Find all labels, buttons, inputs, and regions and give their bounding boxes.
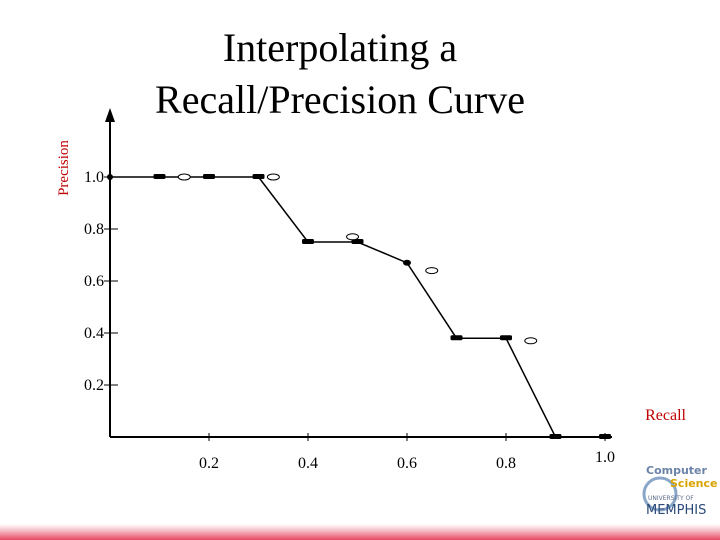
logo-text-memphis: MEMPHIS	[646, 503, 706, 518]
interpolated-point	[549, 434, 562, 439]
chart-title-line-2: Recall/Precision Curve	[155, 77, 525, 122]
chart-axes	[105, 108, 612, 438]
footer-gradient-bar	[0, 524, 720, 540]
original-point	[177, 173, 191, 181]
interpolated-point	[500, 335, 512, 341]
interpolated-point	[107, 174, 113, 180]
y-tick-label: 0.6	[84, 273, 104, 290]
interpolated-point	[153, 174, 166, 179]
logo-text-university: UNIVERSITY OF	[648, 495, 694, 502]
interpolated-point	[450, 335, 463, 341]
x-tick-label: 0.2	[199, 455, 219, 472]
chart-ticks: 0.2 0.4 0.6 0.8 1.0 0.2 0.4 0.6 0.8 1.0	[84, 169, 615, 472]
original-point	[346, 233, 360, 241]
interpolated-point	[203, 174, 215, 179]
y-tick-label: 0.4	[84, 325, 104, 342]
chart-title: Interpolating a Recall/Precision Curve	[90, 22, 590, 126]
y-tick-label: 1.0	[84, 169, 104, 186]
original-point	[425, 267, 439, 275]
interpolated-point	[403, 259, 411, 266]
original-point	[266, 173, 280, 181]
university-logo: Computer Science UNIVERSITY OF MEMPHIS	[640, 458, 718, 524]
interpolated-point	[599, 434, 611, 439]
x-axis-label: Recall	[645, 407, 686, 424]
y-axis-label: Precision	[56, 140, 72, 196]
x-tick-label: 0.4	[298, 455, 318, 472]
y-axis-arrowhead	[105, 108, 115, 122]
chart-title-line-1: Interpolating a	[222, 25, 458, 70]
y-tick-label: 0.8	[84, 221, 104, 238]
original-point	[524, 337, 538, 345]
logo-graphic: Computer Science UNIVERSITY OF MEMPHIS	[640, 458, 718, 524]
logo-text-computer: Computer	[646, 464, 708, 477]
chart-series	[107, 173, 611, 439]
y-tick-label: 0.2	[84, 377, 104, 394]
interpolated-point	[252, 174, 265, 179]
interpolated-point	[302, 239, 314, 244]
interpolated-curve-line	[110, 176, 605, 438]
interpolated-point	[351, 239, 364, 244]
x-tick-label: 1.0	[595, 449, 615, 466]
x-tick-label: 0.8	[496, 455, 516, 472]
logo-text-science: Science	[670, 477, 718, 490]
x-tick-label: 0.6	[397, 455, 417, 472]
